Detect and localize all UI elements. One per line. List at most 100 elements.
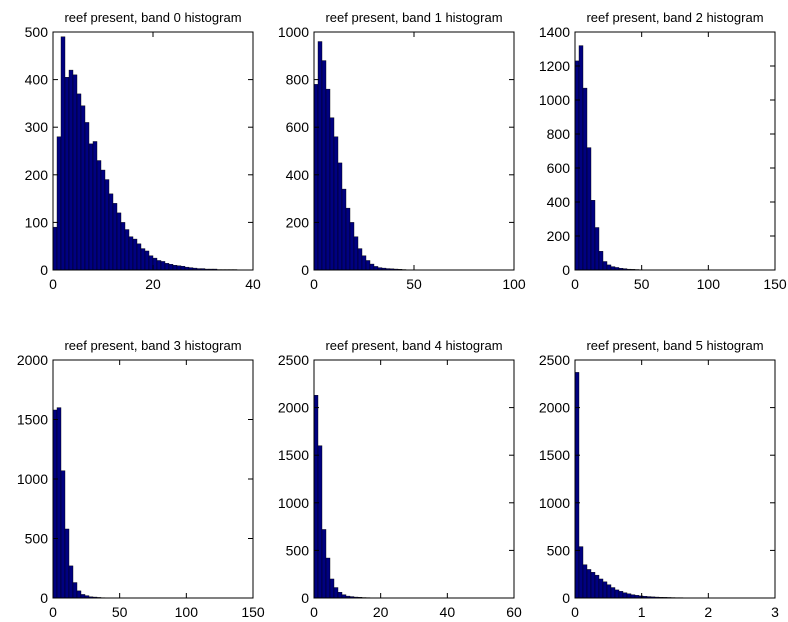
histogram-bar [140,248,146,271]
y-tick-label: 0 [562,262,570,278]
histogram-bar [353,236,359,271]
histogram-bar [76,93,82,271]
histogram-bar [341,188,347,271]
y-tick-label: 200 [25,167,49,183]
histogram-bar [80,594,86,599]
histogram-bar [152,257,158,271]
x-tick-label: 2 [704,604,712,620]
histogram-bar [180,265,186,271]
y-tick-label: 400 [25,72,49,88]
histogram-bar [369,263,375,271]
histogram-bar [357,248,363,271]
x-tick-label: 0 [310,604,318,620]
histogram-bar [148,255,154,271]
histogram-bar [606,264,612,271]
histogram-panel-band-2: reef present, band 2 histogram 0 50 100 150 0… [539,10,787,292]
histogram-bar [321,529,327,599]
histogram-bar [56,136,62,271]
histogram-bar [333,587,339,599]
axes-border [574,31,776,271]
y-tick-label: 500 [286,542,310,558]
histogram-bar [337,162,343,271]
histogram-bar [313,395,319,599]
histogram-bar [594,574,600,599]
x-tick-label: 1 [638,604,646,620]
y-tick-label: 400 [547,194,571,210]
histogram-bar [361,255,367,271]
histogram-bar [586,569,592,599]
histogram-bar [108,193,114,271]
x-tick-label: 0 [571,604,579,620]
y-tick-label: 0 [40,590,48,606]
axes-border [574,359,776,599]
histogram-bar [321,60,327,271]
histogram-bar [590,572,596,599]
histogram-bar [104,179,110,271]
histogram-bar [160,261,166,271]
chart-title: reef present, band 3 histogram [64,338,241,353]
histogram-bar [88,143,94,271]
histogram-bar [68,69,74,271]
x-tick-label: 60 [506,604,522,620]
histogram-bar [574,372,580,599]
histogram-bar [100,169,106,271]
histogram-bar [578,546,584,599]
chart-title: reef present, band 0 histogram [64,10,241,25]
histogram-bar [325,557,331,599]
y-tick-label: 2000 [539,400,570,416]
x-tick-label: 150 [763,276,787,292]
histogram-bar [345,207,351,271]
y-tick-label: 1000 [278,495,309,511]
histogram-bar [602,581,608,599]
x-tick-label: 50 [634,276,650,292]
x-tick-label: 50 [406,276,422,292]
histogram-bar [329,578,335,599]
histogram-bar [313,84,319,271]
y-tick-label: 1000 [17,471,48,487]
y-tick-label: 1500 [539,447,570,463]
histogram-bar [84,122,90,271]
histogram-bar [168,264,174,271]
y-tick-label: 2500 [278,352,309,368]
histogram-bar [128,236,134,271]
histogram-bar [602,261,608,271]
histogram-bar [622,592,628,599]
histogram-panel-band-5: reef present, band 5 histogram 0 1 2 3 0 500 10… [539,338,779,620]
histogram-bar [136,243,142,271]
x-tick-label: 3 [771,604,779,620]
y-tick-label: 100 [25,214,49,230]
histogram-bar [64,77,70,271]
histogram-bar [582,564,588,599]
histogram-bar [164,263,170,271]
histogram-bar [582,87,588,271]
histogram-bar [72,582,78,599]
axes-box [52,359,254,599]
y-tick-label: 200 [547,228,571,244]
histogram-bar [329,117,335,271]
histogram-bar [337,592,343,599]
y-tick-label: 600 [286,119,310,135]
histogram-bar [60,470,66,599]
y-tick-label: 2000 [17,352,48,368]
histogram-panel-band-4: reef present, band 4 histogram 0 20 40 60 0 50… [278,338,522,620]
histogram-bar [120,222,126,271]
histogram-bar [373,266,379,271]
histogram-bar [60,36,66,271]
axes-border [313,359,515,599]
x-tick-label: 100 [175,604,199,620]
y-tick-label: 500 [25,24,49,40]
y-tick-label: 1000 [539,495,570,511]
histogram-bar [325,88,331,271]
histogram-bar [52,226,58,271]
x-tick-label: 20 [145,276,161,292]
y-tick-label: 0 [40,262,48,278]
y-tick-label: 1200 [539,58,570,74]
x-tick-label: 40 [440,604,456,620]
histogram-bar [96,160,102,271]
axes-box [574,359,776,599]
histogram-bar [112,203,118,271]
x-tick-label: 0 [49,604,57,620]
y-tick-label: 500 [547,542,571,558]
